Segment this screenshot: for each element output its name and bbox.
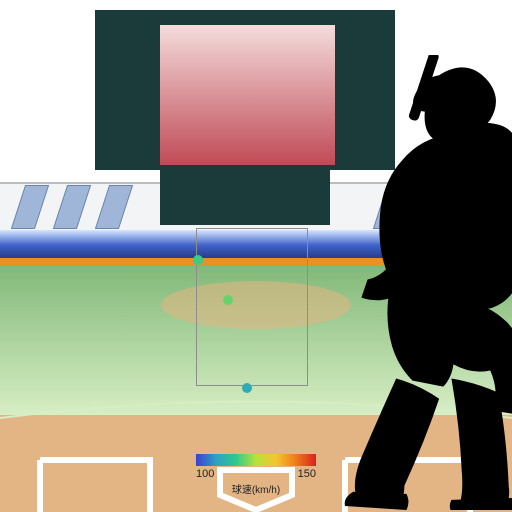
pitch-point xyxy=(223,295,233,305)
legend-tick-min: 100 xyxy=(196,468,214,480)
legend-tick-max: 150 xyxy=(298,468,316,480)
speed-legend: 100 150 球速(km/h) xyxy=(196,454,316,496)
strike-zone xyxy=(196,228,308,386)
pitch-location-chart: 100 150 球速(km/h) xyxy=(0,0,512,512)
pitch-point xyxy=(193,255,203,265)
legend-ticks: 100 150 xyxy=(196,468,316,480)
legend-label: 球速(km/h) xyxy=(196,481,316,496)
batter-silhouette xyxy=(298,55,512,510)
pitch-point xyxy=(242,383,252,393)
legend-gradient-bar xyxy=(196,454,316,466)
